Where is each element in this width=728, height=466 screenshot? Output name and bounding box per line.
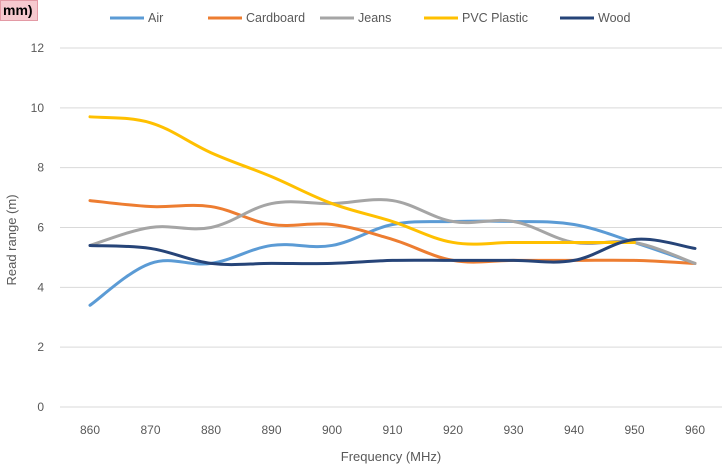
x-tick-label: 900: [322, 423, 342, 437]
legend-entry-cardboard: Cardboard: [246, 11, 305, 25]
x-tick-label: 890: [261, 423, 281, 437]
x-axis-label: Frequency (MHz): [341, 449, 441, 464]
series-line-wood: [88, 237, 697, 267]
x-tick-label: 910: [382, 423, 402, 437]
y-tick-label: 10: [31, 101, 45, 115]
y-tick-label: 0: [37, 400, 44, 414]
series-line-air: [88, 219, 697, 307]
y-tick-label: 4: [37, 280, 44, 294]
x-tick-label: 950: [624, 423, 644, 437]
x-tick-label: 860: [80, 423, 100, 437]
y-tick-label: 12: [31, 41, 45, 55]
series-lines: [88, 115, 697, 307]
legend-entry-wood: Wood: [598, 11, 630, 25]
legend-entry-pvc-plastic: PVC Plastic: [462, 11, 528, 25]
y-tick-labels: 0 2 4 6 8 10 12: [31, 41, 45, 414]
y-tick-label: 2: [37, 340, 44, 354]
x-tick-label: 920: [443, 423, 463, 437]
legend: Air Cardboard Jeans PVC Plastic Wood: [110, 11, 630, 25]
x-tick-labels: 860 870 880 890 900 910 920 930 940 950 960: [80, 423, 705, 437]
y-tick-label: 6: [37, 221, 44, 235]
series-line-cardboard: [88, 199, 697, 265]
legend-entry-jeans: Jeans: [358, 11, 391, 25]
series-line-pvc-plastic: [88, 115, 636, 246]
corner-tag: mm): [0, 0, 38, 21]
x-tick-label: 870: [140, 423, 160, 437]
x-tick-label: 930: [503, 423, 523, 437]
x-tick-label: 960: [685, 423, 705, 437]
y-axis-label: Read range (m): [4, 194, 19, 285]
y-tick-label: 8: [37, 161, 44, 175]
x-tick-label: 880: [201, 423, 221, 437]
x-tick-label: 940: [564, 423, 584, 437]
legend-entry-air: Air: [148, 11, 163, 25]
